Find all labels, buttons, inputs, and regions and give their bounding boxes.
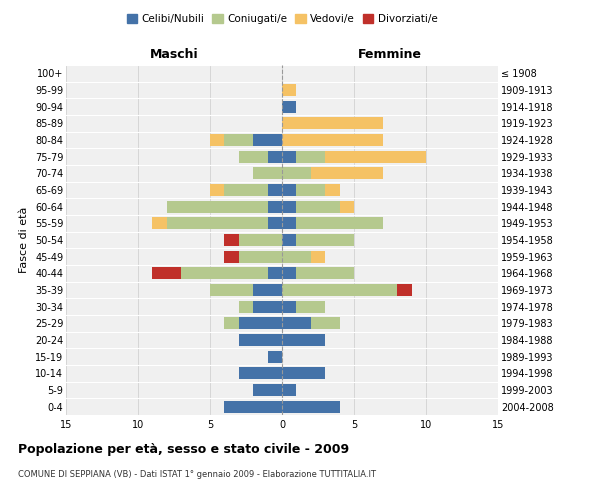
Bar [296, 218, 383, 230]
Bar [282, 384, 296, 396]
Bar [268, 184, 282, 196]
Bar [282, 184, 296, 196]
Bar [253, 300, 282, 312]
Bar [296, 268, 354, 280]
Bar [253, 168, 282, 179]
Bar [282, 218, 296, 230]
Bar [296, 150, 325, 162]
Bar [282, 318, 311, 330]
Bar [282, 334, 325, 346]
Bar [268, 200, 282, 212]
Bar [224, 250, 239, 262]
Bar [397, 284, 412, 296]
Bar [253, 284, 282, 296]
Bar [224, 234, 239, 246]
Bar [282, 200, 296, 212]
Bar [282, 400, 340, 412]
Bar [224, 184, 268, 196]
Bar [340, 200, 354, 212]
Bar [210, 184, 224, 196]
Bar [253, 134, 282, 146]
Text: COMUNE DI SEPPIANA (VB) - Dati ISTAT 1° gennaio 2009 - Elaborazione TUTTITALIA.I: COMUNE DI SEPPIANA (VB) - Dati ISTAT 1° … [18, 470, 376, 479]
Bar [325, 150, 426, 162]
Bar [325, 184, 340, 196]
Bar [239, 250, 282, 262]
Bar [282, 368, 325, 380]
Bar [282, 150, 296, 162]
Bar [282, 100, 296, 112]
Bar [282, 168, 311, 179]
Bar [152, 218, 167, 230]
Bar [296, 300, 325, 312]
Bar [239, 368, 282, 380]
Bar [167, 200, 268, 212]
Bar [311, 318, 340, 330]
Text: Popolazione per età, sesso e stato civile - 2009: Popolazione per età, sesso e stato civil… [18, 442, 349, 456]
Bar [224, 400, 282, 412]
Bar [239, 318, 282, 330]
Bar [311, 168, 383, 179]
Bar [239, 334, 282, 346]
Bar [253, 384, 282, 396]
Bar [210, 134, 224, 146]
Bar [239, 234, 282, 246]
Bar [282, 300, 296, 312]
Bar [167, 218, 268, 230]
Bar [268, 268, 282, 280]
Bar [282, 234, 296, 246]
Bar [296, 234, 354, 246]
Bar [311, 250, 325, 262]
Bar [282, 84, 296, 96]
Bar [282, 134, 383, 146]
Bar [296, 184, 325, 196]
Bar [282, 284, 397, 296]
Text: Femmine: Femmine [358, 48, 422, 61]
Bar [239, 300, 253, 312]
Bar [268, 350, 282, 362]
Bar [268, 218, 282, 230]
Bar [282, 118, 383, 130]
Bar [296, 200, 340, 212]
Bar [224, 134, 253, 146]
Bar [181, 268, 268, 280]
Bar [224, 318, 239, 330]
Bar [282, 250, 311, 262]
Bar [282, 268, 296, 280]
Bar [268, 150, 282, 162]
Bar [239, 150, 268, 162]
Legend: Celibi/Nubili, Coniugati/e, Vedovi/e, Divorziati/e: Celibi/Nubili, Coniugati/e, Vedovi/e, Di… [122, 10, 442, 29]
Bar [210, 284, 253, 296]
Text: Maschi: Maschi [149, 48, 199, 61]
Y-axis label: Fasce di età: Fasce di età [19, 207, 29, 273]
Bar [152, 268, 181, 280]
